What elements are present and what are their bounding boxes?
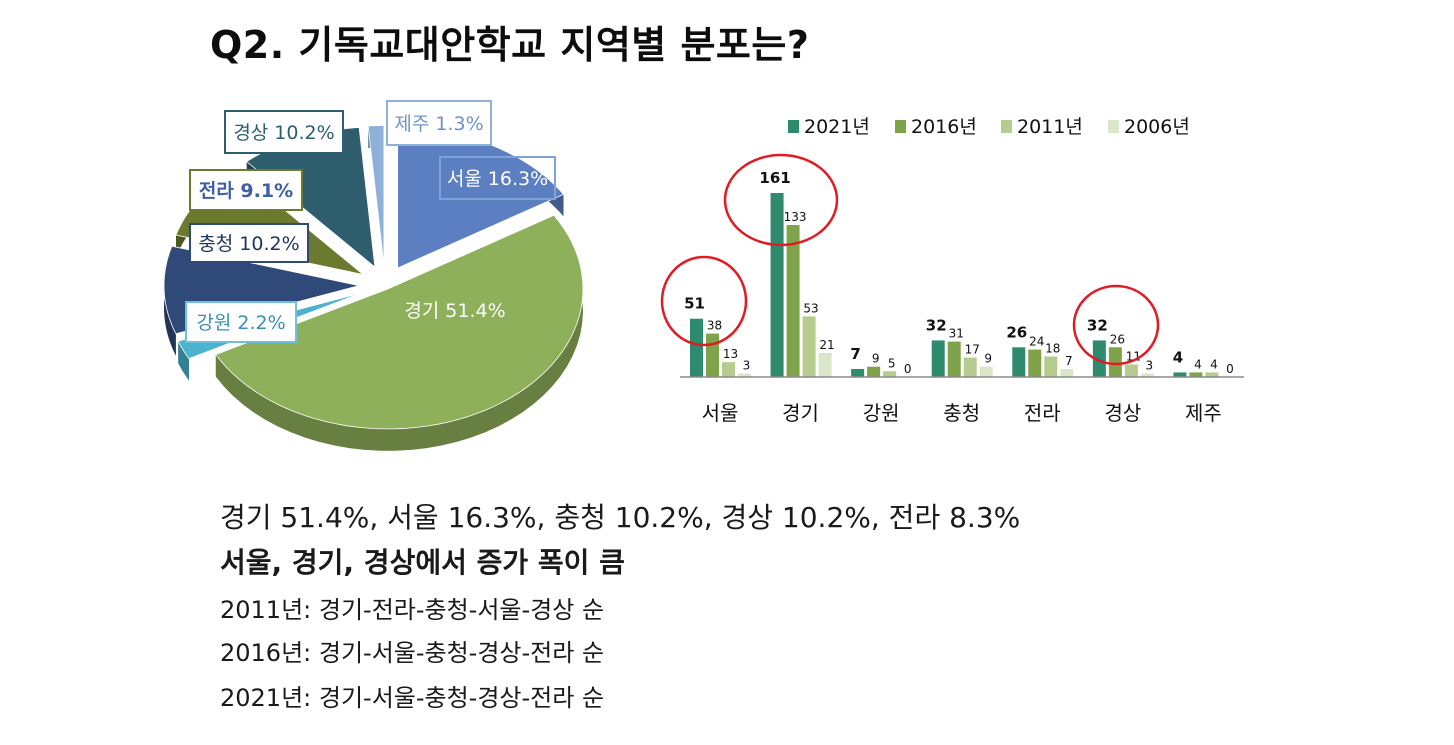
data-label-전라-2021년: 26 bbox=[1006, 323, 1027, 341]
legend-label-2011년: 2011년 bbox=[1017, 116, 1083, 138]
data-label-서울-2006년: 3 bbox=[743, 359, 751, 373]
data-label-경기-2006년: 21 bbox=[819, 338, 834, 352]
bar-강원-2016년 bbox=[867, 366, 881, 377]
bar-강원-2011년 bbox=[883, 371, 897, 377]
pie-slice-경기 bbox=[215, 214, 584, 430]
pie-label-제주: 제주 1.3% bbox=[394, 113, 483, 135]
pie-label-충청: 충청 10.2% bbox=[198, 233, 299, 255]
highlight-circle-경기 bbox=[723, 153, 839, 247]
highlight-circle-서울 bbox=[660, 255, 748, 347]
summary-line-growth: 서울, 경기, 경상에서 증가 폭이 큼 bbox=[220, 546, 625, 579]
bar-서울-2021년 bbox=[690, 318, 703, 377]
pie-chart: 서울 16.3% 경기 51.4% 강원 2.2% 충청 10.2% 전라 9.1% 경상… bbox=[163, 100, 584, 451]
data-label-서울-2016년: 38 bbox=[707, 319, 722, 333]
x-tick-서울: 서울 bbox=[702, 401, 739, 425]
bar-서울-2006년 bbox=[738, 373, 751, 377]
bar-제주-2021년 bbox=[1173, 372, 1187, 377]
bar-서울-2016년 bbox=[706, 333, 719, 377]
pie-label-서울: 서울 16.3% bbox=[447, 168, 548, 190]
summary-line-2016: 2016년: 경기-서울-충청-경상-전라 순 bbox=[220, 639, 605, 667]
data-label-경상-2006년: 3 bbox=[1146, 359, 1154, 373]
data-label-전라-2011년: 18 bbox=[1045, 341, 1060, 355]
pie-label-경상: 경상 10.2% bbox=[233, 122, 334, 144]
legend-label-2006년: 2006년 bbox=[1124, 116, 1190, 138]
x-tick-경기: 경기 bbox=[782, 401, 819, 425]
bar-충청-2016년 bbox=[947, 341, 961, 377]
pie-label-경기: 경기 51.4% bbox=[404, 300, 505, 322]
data-label-충청-2021년: 32 bbox=[926, 316, 947, 334]
legend-label-2016년: 2016년 bbox=[911, 116, 977, 138]
data-label-강원-2011년: 5 bbox=[888, 356, 896, 370]
bar-충청-2006년 bbox=[979, 366, 993, 377]
bar-경상-2016년 bbox=[1108, 347, 1122, 377]
bar-강원-2021년 bbox=[851, 369, 865, 377]
x-tick-충청: 충청 bbox=[943, 401, 980, 425]
bar-전라-2021년 bbox=[1012, 347, 1026, 377]
pie-label-전라: 전라 9.1% bbox=[199, 180, 293, 202]
summary-line-2011: 2011년: 경기-전라-충청-서울-경상 순 bbox=[220, 596, 605, 624]
pie-label-box-전라 bbox=[189, 169, 303, 211]
bar-제주-2011년 bbox=[1205, 372, 1219, 377]
bar-전라-2016년 bbox=[1028, 349, 1042, 377]
data-label-경기-2016년: 133 bbox=[784, 210, 807, 224]
data-label-경상-2016년: 26 bbox=[1110, 332, 1125, 346]
data-label-전라-2006년: 7 bbox=[1065, 354, 1073, 368]
x-tick-강원: 강원 bbox=[863, 401, 900, 425]
summary-line-2021: 2021년: 경기-서울-충청-경상-전라 순 bbox=[220, 684, 605, 712]
legend-swatch-2011년 bbox=[1001, 120, 1012, 133]
data-label-경기-2021년: 161 bbox=[759, 169, 790, 187]
x-tick-전라: 전라 bbox=[1024, 401, 1061, 425]
legend-label-2021년: 2021년 bbox=[804, 116, 870, 138]
bar-chart: 2021년 2016년 2011년 2006년5138133서울1611335321경… bbox=[660, 116, 1244, 425]
pie-slice-제주 bbox=[367, 125, 385, 266]
bar-경기-2006년 bbox=[818, 353, 832, 377]
bar-전라-2011년 bbox=[1044, 356, 1058, 377]
page-title: Q2. 기독교대안학교 지역별 분포는? bbox=[210, 23, 810, 67]
data-label-강원-2021년: 7 bbox=[850, 345, 860, 363]
pie-label-box-경상 bbox=[224, 110, 344, 154]
data-label-제주-2016년: 4 bbox=[1194, 357, 1202, 371]
bar-경상-2006년 bbox=[1140, 373, 1154, 377]
bar-충청-2011년 bbox=[963, 357, 977, 377]
data-label-강원-2016년: 9 bbox=[872, 352, 880, 366]
data-label-제주-2011년: 4 bbox=[1210, 357, 1218, 371]
bar-서울-2011년 bbox=[722, 362, 735, 377]
pie-label-box-서울 bbox=[439, 156, 556, 200]
bar-전라-2006년 bbox=[1060, 369, 1074, 377]
pie-label-box-충청 bbox=[189, 223, 309, 263]
data-label-서울-2021년: 51 bbox=[684, 295, 705, 313]
legend-swatch-2021년 bbox=[788, 120, 799, 133]
data-label-충청-2016년: 31 bbox=[949, 327, 964, 341]
data-label-강원-2006년: 0 bbox=[904, 362, 912, 376]
legend-swatch-2006년 bbox=[1108, 120, 1119, 133]
bar-경상-2011년 bbox=[1124, 364, 1138, 377]
pie-label-box-제주 bbox=[386, 100, 492, 146]
x-tick-제주: 제주 bbox=[1185, 401, 1222, 425]
data-label-충청-2011년: 17 bbox=[965, 343, 980, 357]
data-label-경기-2011년: 53 bbox=[803, 301, 818, 315]
highlight-circle-경상 bbox=[1072, 284, 1160, 366]
data-label-전라-2016년: 24 bbox=[1029, 335, 1044, 349]
bar-제주-2016년 bbox=[1189, 372, 1203, 377]
bar-경기-2016년 bbox=[786, 225, 800, 377]
data-label-서울-2011년: 13 bbox=[723, 347, 738, 361]
bar-경기-2021년 bbox=[770, 193, 784, 377]
x-tick-경상: 경상 bbox=[1104, 401, 1141, 425]
data-label-제주-2021년: 4 bbox=[1173, 348, 1183, 366]
data-label-충청-2006년: 9 bbox=[984, 352, 992, 366]
pie-slice-side-강원 bbox=[178, 341, 190, 381]
data-label-경상-2021년: 32 bbox=[1087, 316, 1108, 334]
bar-경기-2011년 bbox=[802, 316, 816, 377]
summary-line-percentages: 경기 51.4%, 서울 16.3%, 충청 10.2%, 경상 10.2%, … bbox=[220, 501, 1021, 534]
bar-충청-2021년 bbox=[931, 340, 945, 377]
pie-label-box-강원 bbox=[185, 301, 297, 343]
pie-label-강원: 강원 2.2% bbox=[196, 312, 285, 334]
legend-swatch-2016년 bbox=[895, 120, 906, 133]
data-label-제주-2006년: 0 bbox=[1226, 362, 1234, 376]
bar-경상-2021년 bbox=[1092, 340, 1106, 377]
